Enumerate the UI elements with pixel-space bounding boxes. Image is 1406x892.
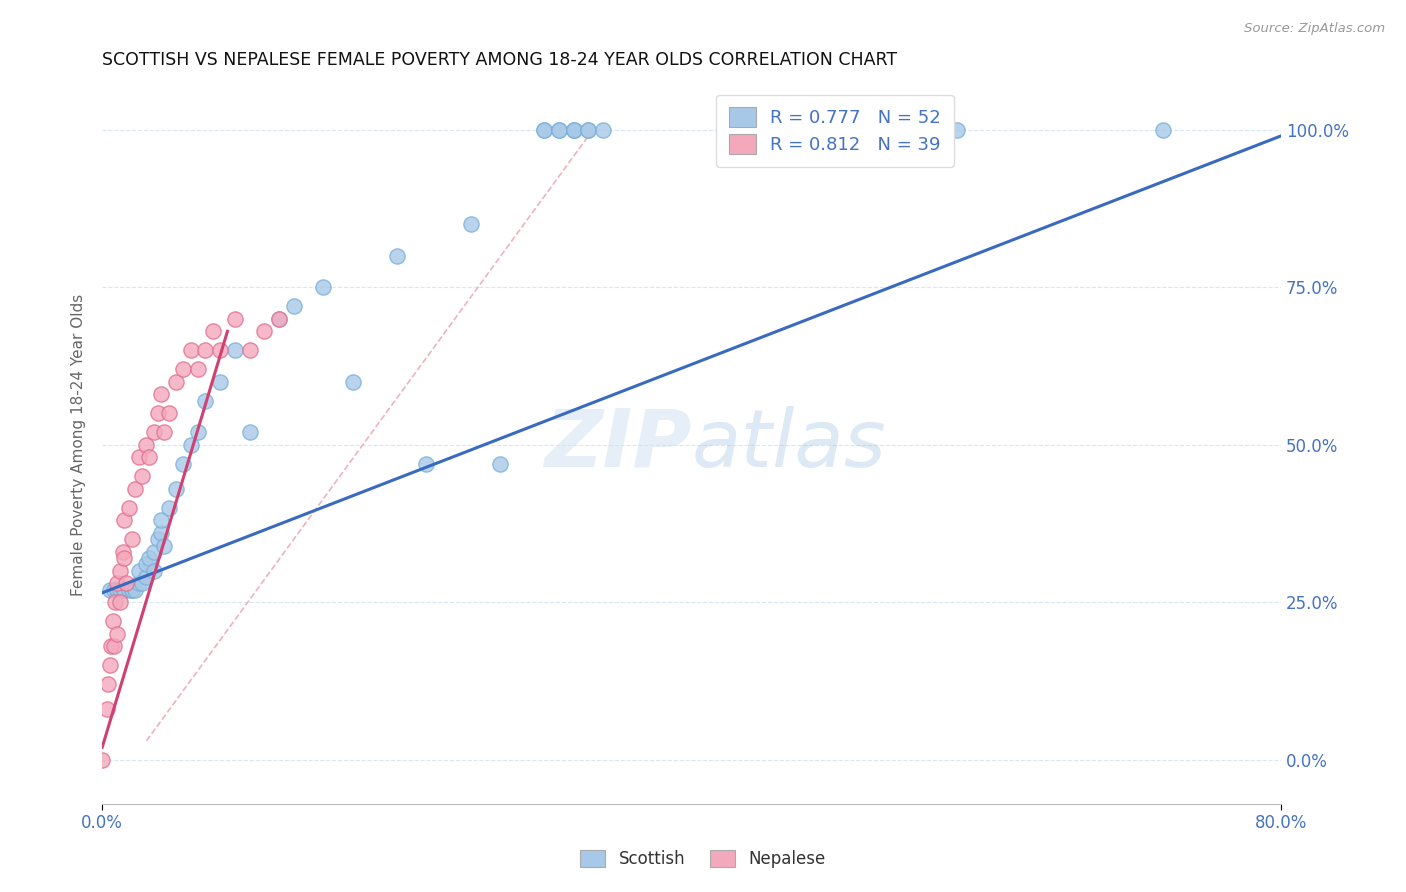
Point — [180, 343, 202, 358]
Point — [533, 122, 555, 136]
Point — [121, 582, 143, 597]
Point — [165, 375, 187, 389]
Point — [194, 393, 217, 408]
Point — [415, 457, 437, 471]
Point — [148, 533, 170, 547]
Point — [135, 570, 157, 584]
Point — [172, 362, 194, 376]
Point — [103, 582, 125, 597]
Point — [135, 438, 157, 452]
Point — [124, 482, 146, 496]
Text: ZIP: ZIP — [544, 406, 692, 483]
Point — [121, 533, 143, 547]
Point — [460, 217, 482, 231]
Point — [283, 299, 305, 313]
Point — [128, 576, 150, 591]
Point — [150, 526, 173, 541]
Point — [118, 582, 141, 597]
Point — [157, 500, 180, 515]
Point — [142, 545, 165, 559]
Text: atlas: atlas — [692, 406, 886, 483]
Point — [150, 513, 173, 527]
Point — [128, 564, 150, 578]
Point — [209, 343, 232, 358]
Point — [153, 425, 176, 439]
Point — [224, 343, 246, 358]
Text: Source: ZipAtlas.com: Source: ZipAtlas.com — [1244, 22, 1385, 36]
Point — [105, 582, 128, 597]
Text: SCOTTISH VS NEPALESE FEMALE POVERTY AMONG 18-24 YEAR OLDS CORRELATION CHART: SCOTTISH VS NEPALESE FEMALE POVERTY AMON… — [103, 51, 897, 69]
Point — [104, 595, 127, 609]
Point — [91, 753, 114, 767]
Point — [108, 582, 131, 597]
Point — [108, 595, 131, 609]
Point — [105, 576, 128, 591]
Point — [194, 343, 217, 358]
Point — [562, 122, 585, 136]
Point — [135, 558, 157, 572]
Point — [153, 539, 176, 553]
Point — [172, 457, 194, 471]
Point — [578, 122, 600, 136]
Point — [562, 122, 585, 136]
Point — [1152, 122, 1174, 136]
Point — [124, 582, 146, 597]
Point — [548, 122, 571, 136]
Point — [148, 406, 170, 420]
Point — [112, 582, 135, 597]
Point — [342, 375, 364, 389]
Point — [533, 122, 555, 136]
Legend: Scottish, Nepalese: Scottish, Nepalese — [574, 843, 832, 875]
Point — [105, 582, 128, 597]
Point — [114, 576, 136, 591]
Point — [138, 450, 160, 465]
Point — [224, 311, 246, 326]
Point — [180, 438, 202, 452]
Point — [562, 122, 585, 136]
Point — [97, 677, 120, 691]
Point — [112, 513, 135, 527]
Point — [253, 324, 276, 338]
Point — [592, 122, 614, 136]
Point — [118, 500, 141, 515]
Point — [98, 582, 121, 597]
Point — [548, 122, 571, 136]
Point — [187, 425, 209, 439]
Point — [142, 425, 165, 439]
Point — [385, 249, 408, 263]
Point — [112, 582, 135, 597]
Point — [150, 387, 173, 401]
Point — [108, 564, 131, 578]
Point — [131, 469, 153, 483]
Point — [946, 122, 969, 136]
Point — [489, 457, 512, 471]
Y-axis label: Female Poverty Among 18-24 Year Olds: Female Poverty Among 18-24 Year Olds — [72, 293, 86, 596]
Point — [96, 702, 118, 716]
Point — [105, 627, 128, 641]
Point — [98, 658, 121, 673]
Point — [238, 425, 260, 439]
Point — [111, 545, 134, 559]
Point — [187, 362, 209, 376]
Point — [238, 343, 260, 358]
Point — [578, 122, 600, 136]
Point — [209, 375, 232, 389]
Point — [312, 280, 335, 294]
Legend: R = 0.777   N = 52, R = 0.812   N = 39: R = 0.777 N = 52, R = 0.812 N = 39 — [716, 95, 953, 167]
Point — [128, 450, 150, 465]
Point — [100, 640, 122, 654]
Point — [142, 564, 165, 578]
Point — [121, 582, 143, 597]
Point — [267, 311, 290, 326]
Point — [138, 551, 160, 566]
Point — [112, 551, 135, 566]
Point — [157, 406, 180, 420]
Point — [103, 640, 125, 654]
Point — [165, 482, 187, 496]
Point — [131, 576, 153, 591]
Point — [267, 311, 290, 326]
Point — [201, 324, 224, 338]
Point — [101, 614, 124, 628]
